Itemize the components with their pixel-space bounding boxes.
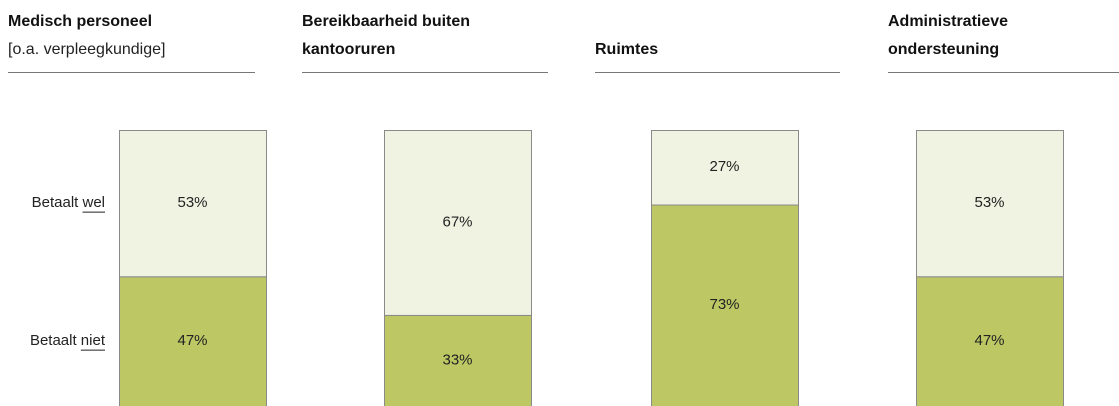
bar-segment: [119, 276, 267, 406]
chart-title: kantooruren: [302, 41, 395, 58]
series-label: Betaalt wel: [32, 194, 105, 211]
chart-title: Bereikbaarheid buiten: [302, 13, 470, 30]
value-label: 53%: [177, 194, 207, 211]
value-label: 47%: [974, 332, 1004, 349]
bar-segment: [384, 314, 532, 406]
series-label: Betaalt niet: [30, 332, 106, 349]
value-label: 47%: [177, 332, 207, 349]
value-label: 33%: [442, 351, 472, 368]
chart-title: Administratieve: [888, 13, 1008, 30]
value-label: 27%: [709, 158, 739, 175]
chart-title: Ruimtes: [595, 41, 658, 58]
bar-segment: [651, 130, 799, 206]
chart-subtitle: [o.a. verpleegkundige]: [8, 41, 165, 58]
value-label: 67%: [442, 213, 472, 230]
bar-segment: [916, 276, 1064, 406]
bar-segment: [916, 130, 1064, 278]
chart-title: ondersteuning: [888, 41, 999, 58]
bar-segment: [119, 130, 267, 278]
bar-segment: [384, 130, 532, 316]
bar-segment: [651, 204, 799, 406]
value-label: 53%: [974, 194, 1004, 211]
value-label: 73%: [709, 296, 739, 313]
chart-title: Medisch personeel: [8, 13, 152, 30]
